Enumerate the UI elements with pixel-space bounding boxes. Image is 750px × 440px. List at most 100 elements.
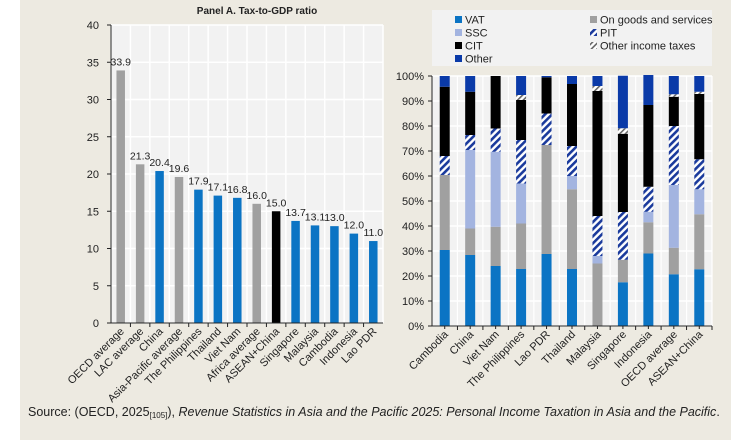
segment-pit [541,113,552,145]
segment-ssc [694,189,705,215]
bar-viet-nam [233,197,242,323]
data-label: 13.1 [305,211,326,223]
legend-item-other-income-taxes: Other income taxes [590,41,696,53]
segment-vat [516,269,527,326]
y-tick-label: 20% [402,271,424,283]
legend-swatch [590,16,597,23]
segment-on-goods-and-services [516,223,527,269]
y-tick-label: 30% [402,246,424,258]
legend-item-cit: CIT [455,41,483,53]
stacked-bar-cambodia [439,76,450,326]
source-middle: ), [167,405,179,419]
bar-indonesia [349,233,359,323]
bar-singapore [291,220,300,323]
segment-pit [465,135,476,150]
data-label: 16.0 [246,190,267,202]
segment-ssc [516,183,527,224]
data-label: 17.1 [208,182,229,194]
y-tick-label: 20 [87,169,99,181]
panel-b-stacked-bars [439,75,705,326]
y-tick-label: 80% [402,121,424,133]
segment-pit [516,140,527,184]
data-label: 16.8 [227,184,248,196]
segment-other [668,76,679,95]
segment-on-goods-and-services [668,247,679,275]
segment-vat [668,274,679,326]
legend-label: On goods and services [600,15,713,27]
source-prefix: Source: (OECD, 2025 [28,405,150,419]
segment-ssc [465,150,476,229]
segment-pit [439,156,450,175]
data-label: 21.3 [130,150,151,162]
data-label: 19.6 [169,163,190,175]
legend-item-vat: VAT [455,15,485,27]
panel-b-legend-box [432,10,712,66]
stacked-bar-china [465,76,476,326]
segment-ssc [643,211,654,223]
segment-on-goods-and-services [592,263,603,326]
panel-a-title: Panel A. Tax-to-GDP ratio [197,6,317,17]
legend-item-on-goods-and-services: On goods and services [590,15,713,27]
y-tick-label: 5 [93,281,99,293]
segment-cit [516,100,527,140]
legend-item-ssc: SSC [455,28,488,40]
y-tick-label: 0% [408,321,424,333]
panel-a-chart: Panel A. Tax-to-GDP ratio 0 5 10 15 20 25 30 35… [66,6,384,405]
segment-pit [617,212,628,260]
y-tick-label: 40% [402,221,424,233]
legend-swatch [455,42,462,49]
segment-ssc [592,256,603,264]
y-tick-label: 30 [87,95,99,107]
y-tick-label: 40 [87,20,99,32]
segment-other [516,76,527,95]
panel-a-gridlines [110,24,384,324]
segment-vat [643,253,654,326]
source-title: Revenue Statistics in Asia and the Pacif… [178,405,717,419]
segment-cit [439,86,450,156]
segment-other-income-taxes [592,86,603,91]
stacked-bar-lao-pdr [541,76,552,326]
panel-a-data-labels: 33.9 21.320.419.617.917.116.816.015.013.7… [110,56,383,239]
bar-the-philippines [194,189,203,323]
legend-label: SSC [465,28,488,40]
segment-cit [668,96,679,126]
y-tick-label: 60% [402,171,424,183]
segment-other [617,75,628,129]
segment-other [439,76,450,87]
segment-cit [617,133,628,212]
y-tick-label: 70% [402,146,424,158]
bar-asia-pacific-average [174,176,184,323]
segment-other-income-taxes [516,95,527,100]
segment-other-income-taxes [694,91,705,94]
legend-item-pit: PIT [590,28,617,40]
stacked-bar-viet-nam [490,76,501,326]
stacked-bar-singapore [617,75,628,326]
source-reference: [105] [149,411,168,420]
legend-label: Other [465,54,493,66]
segment-pit [694,159,705,190]
stacked-bar-the-philippines [516,76,527,326]
segment-pit [592,216,603,256]
bar-malaysia [310,225,320,323]
segment-vat [617,282,628,326]
bar-africa-average [252,203,261,323]
segment-vat [541,254,552,326]
source-suffix: . [716,405,720,419]
legend-label: PIT [600,28,617,40]
panel-b-y-axis: 0% 10% 20% 30% 40% 50% 60% 70% 80% 90% 100% [396,71,433,333]
y-tick-label: 15 [87,206,99,218]
legend-item-other: Other [455,54,493,66]
bar-oecd-average [116,70,125,323]
data-label: 15.0 [266,197,287,209]
segment-on-goods-and-services [465,228,476,255]
bar-asean-china [271,211,281,323]
segment-other [541,76,552,78]
y-tick-label: 10% [402,296,424,308]
segment-on-goods-and-services [439,175,450,250]
segment-on-goods-and-services [643,222,654,254]
segment-other-income-taxes [617,128,628,134]
